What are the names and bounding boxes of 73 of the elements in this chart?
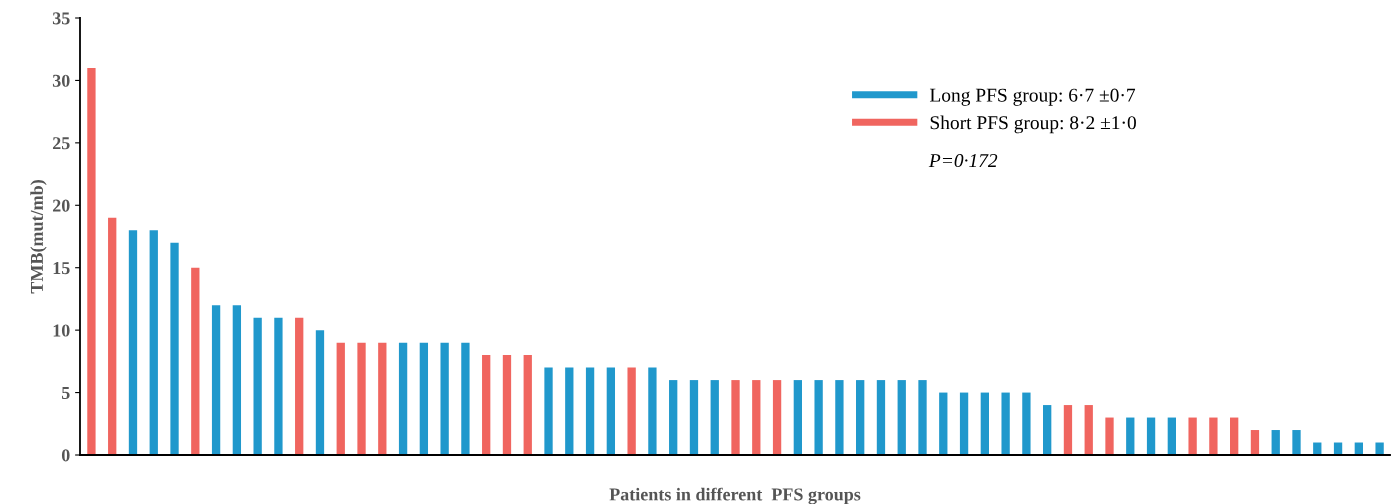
bar xyxy=(897,380,906,455)
bar xyxy=(232,305,242,455)
bar xyxy=(1209,417,1218,455)
bar xyxy=(627,367,636,455)
legend-label: Long PFS group: 6·7 ±0·7 xyxy=(929,88,1136,106)
bar xyxy=(170,242,179,455)
bar xyxy=(752,380,761,455)
bar xyxy=(419,342,429,455)
y-tick-label: 35 xyxy=(52,12,70,25)
bar xyxy=(1001,392,1010,455)
bar xyxy=(669,380,678,455)
bar xyxy=(87,67,96,455)
bar xyxy=(648,367,657,455)
bar xyxy=(1084,405,1093,455)
bar xyxy=(918,380,927,455)
bar xyxy=(1167,417,1176,455)
bar xyxy=(108,217,117,455)
bar xyxy=(1146,417,1156,455)
bar xyxy=(939,392,948,455)
bar xyxy=(856,380,865,455)
bar xyxy=(1292,430,1301,455)
bar xyxy=(1375,442,1384,455)
bar xyxy=(482,355,491,455)
bar xyxy=(315,330,325,455)
bar xyxy=(814,380,823,455)
bar xyxy=(378,342,387,455)
bar xyxy=(191,267,200,455)
y-tick-label: 10 xyxy=(53,324,70,337)
bar xyxy=(585,367,595,455)
annotation: P=0·172 xyxy=(928,153,998,168)
bar xyxy=(1105,417,1114,455)
bar xyxy=(565,367,574,455)
bar xyxy=(1250,430,1260,455)
bar xyxy=(606,367,616,455)
bar xyxy=(211,305,221,455)
y-tick-label: 0 xyxy=(61,449,70,462)
bar xyxy=(959,392,969,455)
y-tick-label: 15 xyxy=(53,262,70,275)
bar xyxy=(1188,417,1197,455)
bar xyxy=(980,392,989,455)
bar xyxy=(336,342,345,455)
bar xyxy=(689,380,699,455)
y-axis-title: TMB(mut/mb) xyxy=(30,180,47,294)
bar xyxy=(731,380,740,455)
bar xyxy=(253,317,262,455)
legend-label: Short PFS group: 8·2 ±1·0 xyxy=(930,115,1136,134)
bar xyxy=(876,380,886,455)
y-tick-label: 5 xyxy=(61,387,70,400)
bar xyxy=(1271,430,1280,455)
bar xyxy=(502,355,512,455)
bar xyxy=(710,380,719,455)
y-tick-label: 30 xyxy=(52,74,70,87)
bar xyxy=(398,342,408,455)
bar xyxy=(544,367,553,455)
y-tick-label: 25 xyxy=(52,137,70,150)
bar xyxy=(461,342,470,455)
bar xyxy=(1043,405,1052,455)
bar xyxy=(772,380,782,455)
bar xyxy=(1230,417,1239,455)
bar xyxy=(149,230,158,455)
bar xyxy=(274,317,283,455)
bar xyxy=(835,380,844,455)
bar xyxy=(1022,392,1031,455)
bar xyxy=(440,342,449,455)
bar xyxy=(1063,405,1073,455)
bar xyxy=(793,380,803,455)
bar xyxy=(128,230,138,455)
bar xyxy=(1126,417,1135,455)
bar xyxy=(357,342,366,455)
x-axis-title: Patients in different PFS groups xyxy=(609,487,861,504)
bar xyxy=(295,317,304,455)
bar xyxy=(523,355,532,455)
y-tick-label: 20 xyxy=(52,199,70,212)
